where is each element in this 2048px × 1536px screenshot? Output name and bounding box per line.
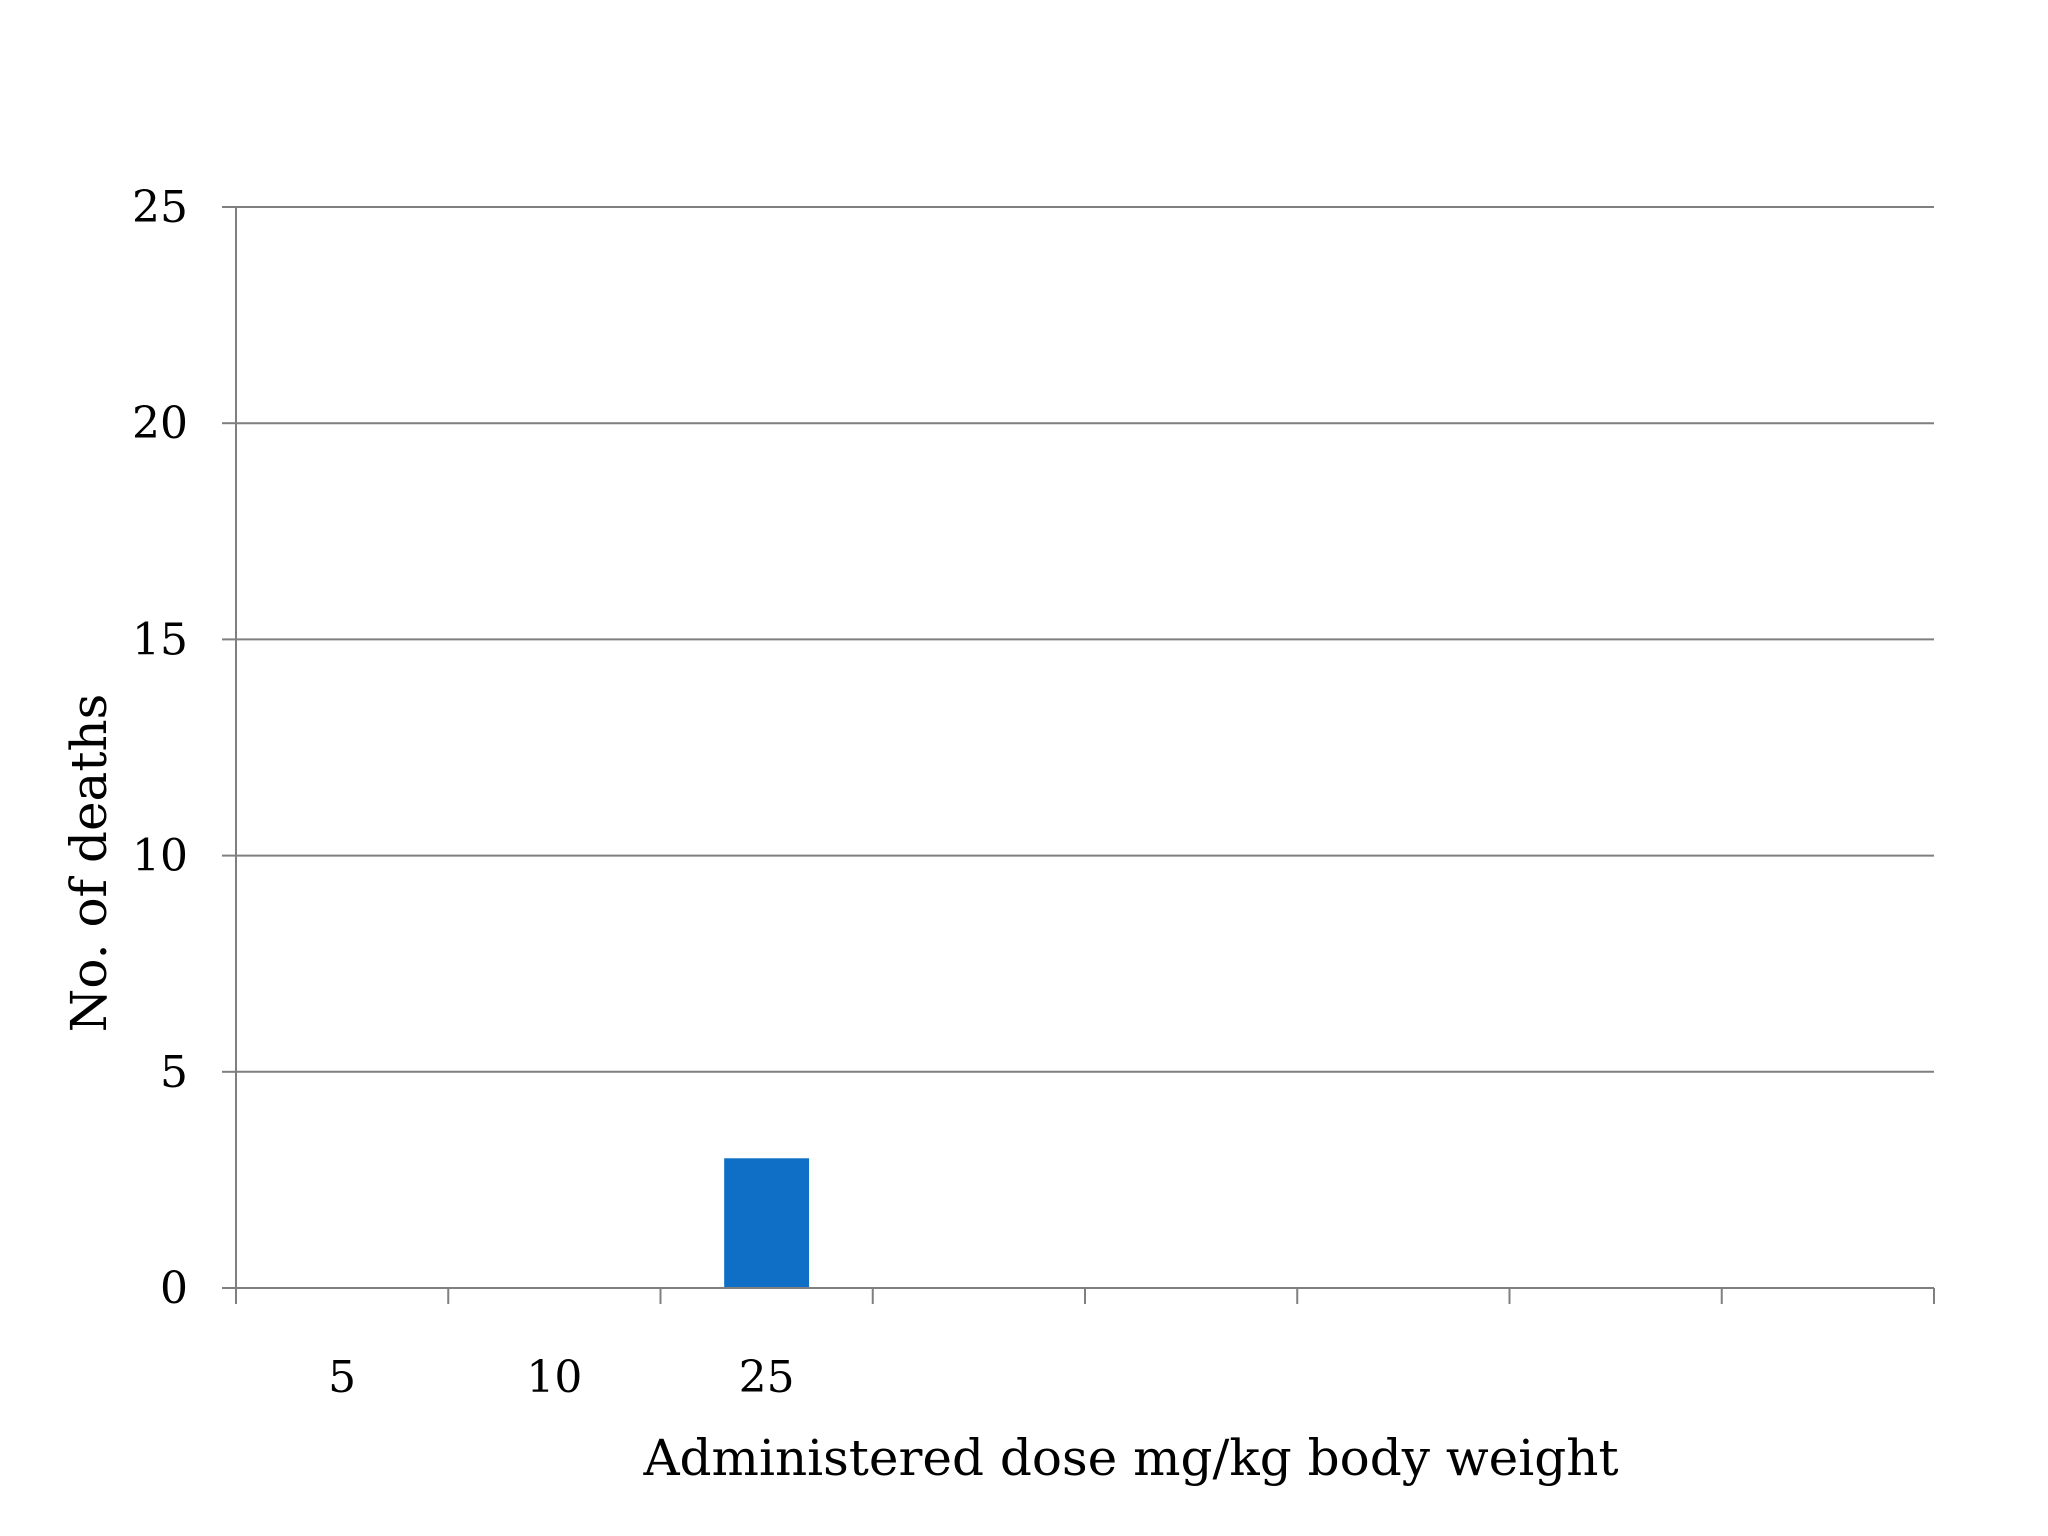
- y-tick-label: 25: [132, 182, 188, 233]
- x-tick-label: 25: [739, 1352, 795, 1403]
- y-tick-label: 0: [160, 1263, 188, 1314]
- x-tick-label: 10: [526, 1352, 582, 1403]
- y-tick-label: 5: [160, 1047, 188, 1098]
- y-tick-label: 10: [132, 831, 188, 882]
- y-tick-label: 15: [132, 614, 188, 665]
- y-tick-labels: 0 5 10 15 20 25: [132, 182, 188, 1314]
- x-tick-label: 5: [328, 1352, 356, 1403]
- y-axis-title: No. of deaths: [60, 694, 118, 1033]
- bars: [724, 1158, 810, 1288]
- x-tick-labels: 5 10 25: [328, 1352, 795, 1403]
- y-tick-label: 20: [132, 398, 188, 449]
- gridlines: [236, 206, 1934, 1073]
- axes: [222, 206, 1935, 1304]
- x-axis-title: Administered dose mg/kg body weight: [642, 1429, 1618, 1487]
- bar-25: [724, 1158, 810, 1288]
